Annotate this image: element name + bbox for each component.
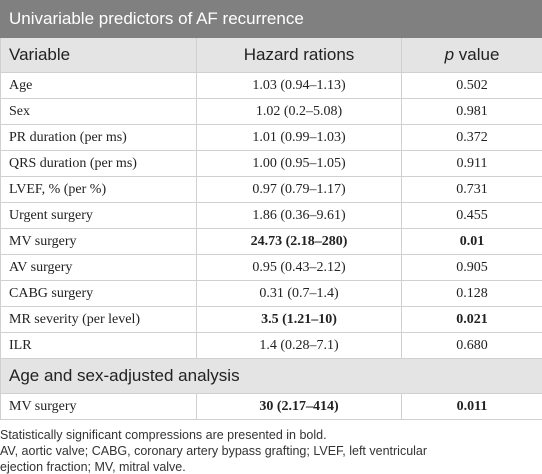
data-row: AV surgery 0.95 (0.43–2.12) 0.905 <box>0 254 542 281</box>
data-row: QRS duration (per ms) 1.00 (0.95–1.05) 0.9… <box>0 150 542 177</box>
header-row: Variable Hazard rations p value <box>0 37 542 73</box>
variable-cell: MV surgery <box>0 228 197 255</box>
value-cell: 0.680 <box>400 332 542 359</box>
section-row: Age and sex-adjusted analysis <box>0 358 542 394</box>
data-row: ILR 1.4 (0.28–7.1) 0.680 <box>0 332 542 359</box>
footnote-line: ejection fraction; MV, mitral valve. <box>0 460 186 474</box>
variable-cell: AV surgery <box>0 254 197 281</box>
section-title: Age and sex-adjusted analysis <box>0 358 542 394</box>
value-cell: 1.4 (0.28–7.1) <box>196 332 402 359</box>
header-cell: Hazard rations <box>196 37 402 73</box>
data-row: MV surgery 24.73 (2.18–280) 0.01 <box>0 228 542 255</box>
variable-cell: MV surgery <box>0 393 197 420</box>
variable-cell: Sex <box>0 98 197 125</box>
value-cell: 0.128 <box>400 280 542 307</box>
variable-cell: MR severity (per level) <box>0 306 197 333</box>
data-row: Urgent surgery 1.86 (0.36–9.61) 0.455 <box>0 202 542 229</box>
variable-cell: CABG surgery <box>0 280 197 307</box>
value-cell: 1.86 (0.36–9.61) <box>196 202 402 229</box>
value-cell: 0.455 <box>400 202 542 229</box>
value-cell: 1.01 (0.99–1.03) <box>196 124 402 151</box>
value-cell: 1.03 (0.94–1.13) <box>196 72 402 99</box>
variable-cell: Urgent surgery <box>0 202 197 229</box>
value-cell: 0.01 <box>400 228 542 255</box>
value-cell: 1.00 (0.95–1.05) <box>196 150 402 177</box>
data-row: Age 1.03 (0.94–1.13) 0.502 <box>0 72 542 99</box>
data-row: MV surgery 30 (2.17–414) 0.011 <box>0 393 542 420</box>
header-cell: p value <box>400 37 542 73</box>
data-row: MR severity (per level) 3.5 (1.21–10) 0.02… <box>0 306 542 333</box>
variable-cell: LVEF, % (per %) <box>0 176 197 203</box>
footnote-line: Statistically significant compressions a… <box>0 428 327 442</box>
data-row: PR duration (per ms) 1.01 (0.99–1.03) 0.37… <box>0 124 542 151</box>
header-text: value <box>458 45 500 64</box>
data-row: CABG surgery 0.31 (0.7–1.4) 0.128 <box>0 280 542 307</box>
value-cell: 0.502 <box>400 72 542 99</box>
header-italic: p <box>444 45 455 64</box>
table-title: Univariable predictors of AF recurrence <box>0 0 542 38</box>
table-body: Univariable predictors of AF recurrence … <box>0 0 542 420</box>
value-cell: 0.95 (0.43–2.12) <box>196 254 402 281</box>
title-row: Univariable predictors of AF recurrence <box>0 0 542 38</box>
value-cell: 0.31 (0.7–1.4) <box>196 280 402 307</box>
value-cell: 0.981 <box>400 98 542 125</box>
value-cell: 0.97 (0.79–1.17) <box>196 176 402 203</box>
variable-cell: QRS duration (per ms) <box>0 150 197 177</box>
variable-cell: ILR <box>0 332 197 359</box>
value-cell: 0.011 <box>400 393 542 420</box>
footnote-line: AV, aortic valve; CABG, coronary artery … <box>0 444 428 458</box>
table: Univariable predictors of AF recurrence … <box>0 0 542 420</box>
value-cell: 0.731 <box>400 176 542 203</box>
variable-cell: Age <box>0 72 197 99</box>
data-row: Sex 1.02 (0.2–5.08) 0.981 <box>0 98 542 125</box>
value-cell: 0.021 <box>400 306 542 333</box>
header-cell: Variable <box>0 37 197 73</box>
data-row: LVEF, % (per %) 0.97 (0.79–1.17) 0.731 <box>0 176 542 203</box>
value-cell: 3.5 (1.21–10) <box>196 306 402 333</box>
variable-cell: PR duration (per ms) <box>0 124 197 151</box>
value-cell: 1.02 (0.2–5.08) <box>196 98 402 125</box>
value-cell: 0.911 <box>400 150 542 177</box>
value-cell: 30 (2.17–414) <box>196 393 402 420</box>
footnotes: Statistically significant compressions a… <box>0 420 542 474</box>
value-cell: 0.905 <box>400 254 542 281</box>
value-cell: 24.73 (2.18–280) <box>196 228 402 255</box>
value-cell: 0.372 <box>400 124 542 151</box>
